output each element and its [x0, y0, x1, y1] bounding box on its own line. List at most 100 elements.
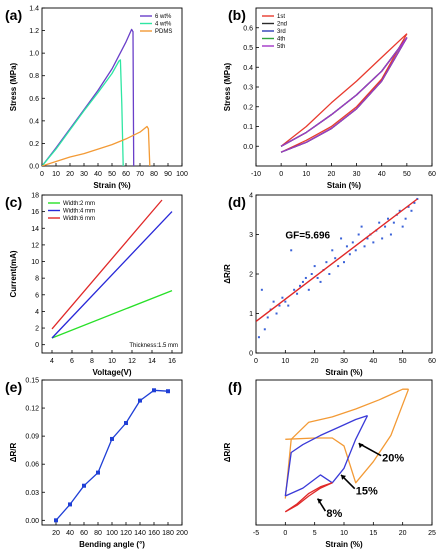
panel-a: (a) 0 10 20 30 40 50 60 70 80 90 100 0.0 0.2 0.4 0.6 0.8…: [5, 6, 188, 191]
x-tick-label: 140: [134, 530, 146, 537]
arrow-head: [317, 498, 323, 504]
x-tick-label: 100: [176, 171, 188, 178]
panel-label: (d): [228, 194, 246, 210]
x-tick-label: 60: [428, 171, 436, 178]
data-point: [287, 304, 290, 307]
data-point: [110, 436, 114, 441]
data-point: [351, 241, 354, 244]
plot-area: [51, 199, 173, 339]
series-line-width-6-mm: [51, 199, 163, 330]
x-tick-label: 8: [90, 358, 94, 365]
y-axis-ticks: 0.0 0.2 0.4 0.6 0.8 1.0 1.2 1.4: [29, 6, 45, 171]
x-tick-label: 20: [311, 358, 319, 365]
annotation-strain-label: 8%: [326, 508, 342, 520]
x-tick-label: 180: [162, 530, 174, 537]
x-tick-label: 20: [328, 171, 336, 178]
y-tick-label: 2: [249, 272, 253, 279]
panel-label: (c): [5, 194, 22, 210]
data-point: [272, 300, 275, 303]
series-line-width-2-mm: [51, 289, 173, 339]
data-point: [316, 276, 319, 279]
data-point: [360, 225, 363, 228]
x-tick-label: 5: [313, 530, 317, 537]
x-axis-label: Stain (%): [327, 181, 362, 190]
series-line-15--unload: [285, 415, 369, 497]
legend-label: 1st: [277, 14, 285, 20]
y-tick-label: 0.06: [25, 462, 39, 469]
x-tick-label: 30: [340, 358, 348, 365]
series-line-5th-unload: [280, 37, 408, 153]
x-tick-label: 10: [340, 530, 348, 537]
y-tick-label: 0.4: [29, 118, 39, 125]
data-point: [372, 241, 375, 244]
data-point: [281, 296, 284, 299]
y-tick-label: 6: [35, 292, 39, 299]
y-tick-label: 0.00: [25, 518, 39, 525]
y-tick-label: 8: [35, 276, 39, 283]
annotation-strain-label: 15%: [356, 486, 378, 498]
data-point: [296, 292, 299, 295]
data-point: [319, 280, 322, 283]
panel-e: (e)20 40 60 80 100 120 140 160 180 2000.000.030.0…: [5, 378, 188, 550]
series-line-1st-unload: [280, 33, 408, 153]
data-point: [275, 312, 278, 315]
data-point: [68, 502, 72, 507]
x-axis-label: Bending angle (°): [79, 540, 145, 549]
data-point: [381, 237, 384, 240]
data-point: [278, 304, 281, 307]
series-line-1st-load: [280, 33, 408, 147]
x-tick-label: 20: [66, 171, 74, 178]
y-axis-ticks: 0 2 4 6 8 10 12 14 16 18: [31, 193, 45, 349]
legend-label: 2nd: [277, 22, 287, 28]
data-point: [343, 261, 345, 264]
x-tick-label: 30: [353, 171, 361, 178]
x-tick-label: 20: [52, 530, 60, 537]
data-point: [263, 328, 266, 331]
data-point: [354, 249, 357, 252]
data-point: [293, 288, 296, 291]
y-tick-label: 0.2: [243, 104, 253, 111]
x-tick-label: 10: [302, 171, 310, 178]
x-axis-label: Strain (%): [93, 181, 131, 190]
data-point: [152, 388, 156, 393]
data-point: [328, 273, 331, 275]
data-point: [299, 284, 301, 287]
y-tick-label: 3: [249, 232, 253, 239]
y-tick-label: 0.0: [29, 164, 39, 171]
x-tick-label: 60: [122, 171, 130, 178]
data-point: [54, 518, 58, 523]
y-axis-label: Stress (MPa): [9, 62, 18, 111]
x-tick-label: 160: [148, 530, 160, 537]
data-point: [284, 300, 287, 303]
y-tick-label: 1: [249, 311, 253, 318]
data-point: [325, 261, 328, 264]
panel-label: (e): [5, 379, 22, 395]
series-line-8--load: [284, 482, 333, 513]
y-tick-label: 0: [249, 351, 253, 358]
plot-area: [42, 28, 151, 166]
legend-label: Width:6 mm: [63, 216, 95, 222]
data-point: [410, 209, 413, 212]
x-tick-label: 50: [108, 171, 116, 178]
data-point: [404, 217, 407, 220]
y-tick-label: 0.6: [29, 96, 39, 103]
annotation-thickness: Thickness:1.5 mm: [129, 343, 178, 349]
x-tick-label: 12: [128, 358, 136, 365]
data-point: [310, 273, 313, 275]
data-point: [363, 245, 366, 248]
y-tick-label: 0.4: [243, 65, 253, 72]
legend-label: 4th: [277, 37, 285, 43]
x-tick-label: 10: [281, 358, 289, 365]
data-point: [138, 398, 142, 403]
series-line-pdms: [42, 125, 151, 166]
x-tick-label: 4: [50, 358, 54, 365]
y-tick-label: 16: [31, 209, 39, 216]
legend-label: Width:4 mm: [63, 209, 95, 215]
series-line-15--load: [284, 414, 368, 497]
y-tick-label: 0.15: [25, 378, 39, 385]
x-tick-label: 120: [120, 530, 132, 537]
x-axis-label: Strain (%): [325, 368, 363, 377]
annotation-gf: GF=5.696: [285, 230, 330, 241]
y-tick-label: 4: [35, 309, 39, 316]
